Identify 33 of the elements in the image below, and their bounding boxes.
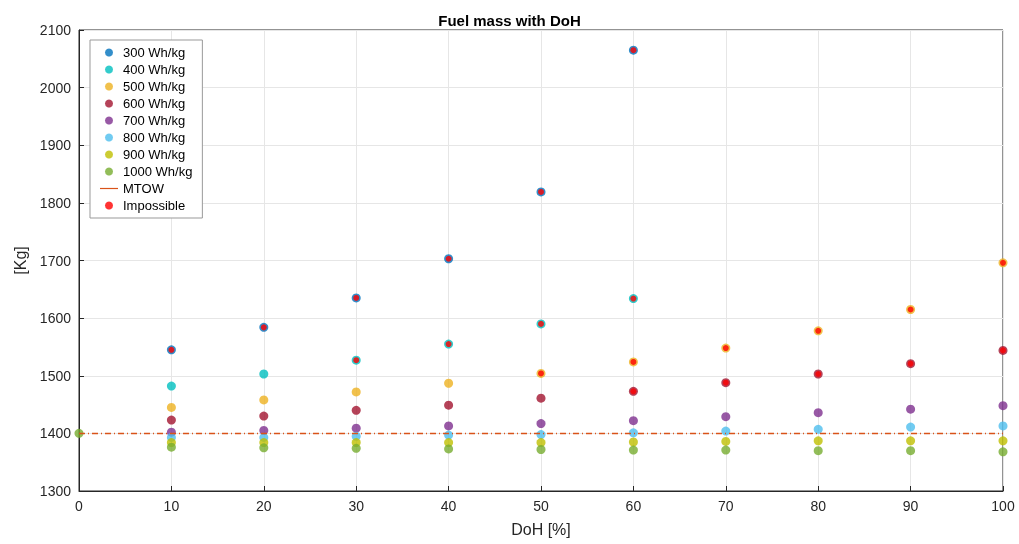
legend-label: MTOW [123, 181, 165, 196]
x-tick-label: 0 [75, 498, 84, 514]
y-tick-label: 2000 [39, 79, 72, 96]
y-tick-label: 1300 [39, 483, 72, 499]
y-tick-label: 1600 [39, 310, 72, 327]
legend-label: 700 Wh/kg [123, 113, 186, 128]
x-tick-label: 30 [348, 498, 365, 514]
x-tick-label: 10 [163, 498, 180, 514]
x-tick-label: 100 [991, 498, 1015, 514]
x-tick-label: 40 [440, 498, 457, 514]
x-tick-label: 50 [533, 498, 549, 514]
x-tick-label: 20 [256, 498, 272, 514]
y-tick-label: 2100 [39, 22, 72, 38]
y-tick-label: 1500 [39, 367, 72, 384]
x-tick-label: 80 [810, 498, 827, 514]
y-axis-title: [Kg] [12, 246, 30, 275]
y-tick-label: 1900 [39, 137, 72, 154]
x-tick-label: 60 [625, 498, 642, 514]
legend-label: 300 Wh/kg [123, 45, 186, 60]
x-tick-label: 70 [718, 498, 734, 514]
y-tick-label: 1800 [39, 194, 72, 211]
legend-label: 800 Wh/kg [123, 130, 186, 145]
y-tick-label: 1700 [39, 252, 72, 269]
legend-label: 600 Wh/kg [123, 96, 186, 111]
legend-label: 400 Wh/kg [123, 62, 186, 77]
legend-label: 1000 Wh/kg [123, 164, 193, 179]
y-tick-label: 1400 [39, 425, 72, 442]
chart-title: Fuel mass with DoH [438, 12, 581, 29]
legend-label: Impossible [123, 198, 186, 213]
legend-label: 500 Wh/kg [123, 79, 186, 94]
x-axis-title: DoH [%] [511, 520, 571, 538]
x-tick-label: 90 [902, 498, 919, 514]
legend-label: 900 Wh/kg [123, 147, 186, 162]
